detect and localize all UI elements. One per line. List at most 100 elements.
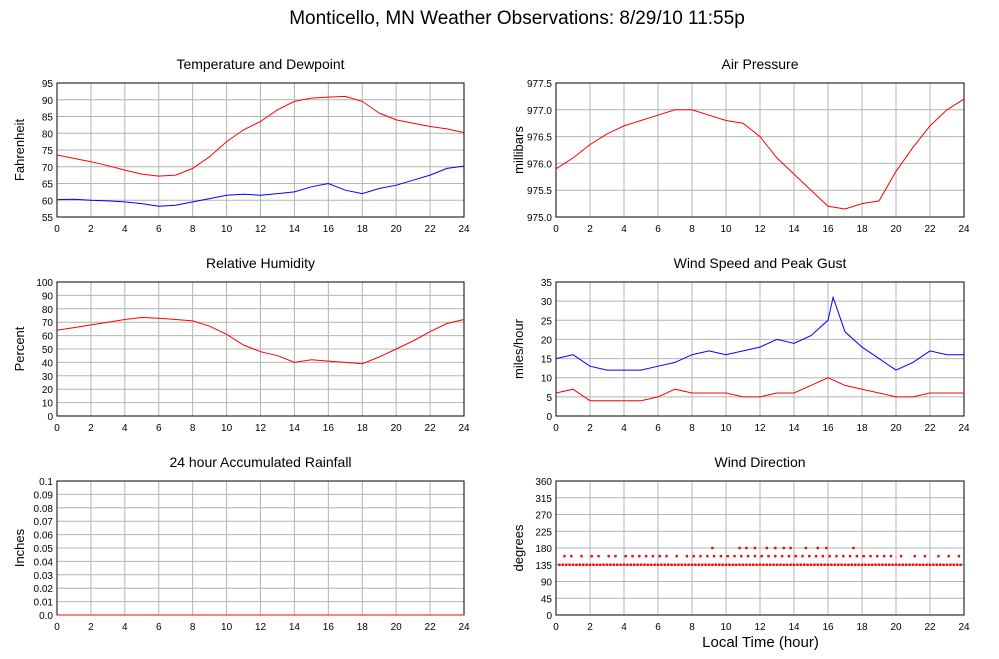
data-point: [837, 563, 840, 566]
x-tick-label: 14: [788, 423, 800, 434]
y-tick-label: 0.08: [34, 504, 54, 515]
data-point: [774, 546, 777, 550]
y-tick-label: 80: [42, 129, 54, 140]
data-point: [847, 563, 850, 566]
data-point: [935, 563, 938, 566]
data-point: [918, 563, 921, 566]
x-tick-label: 20: [391, 622, 403, 633]
data-point: [809, 563, 813, 566]
plot-frame: [56, 82, 465, 218]
x-tick-label: 8: [190, 224, 196, 235]
x-tick-label: 12: [255, 622, 267, 633]
y-tick-label: 20: [541, 335, 553, 346]
y-axis-label: degrees: [511, 524, 526, 571]
data-point: [706, 554, 709, 558]
data-point: [753, 554, 757, 558]
data-point: [605, 563, 609, 566]
data-point: [803, 563, 806, 566]
x-tick-label: 8: [689, 224, 695, 235]
data-point: [867, 563, 870, 566]
data-point: [636, 563, 639, 566]
data-point: [568, 563, 571, 566]
x-tick-label: 18: [357, 224, 369, 235]
data-point: [738, 563, 741, 566]
data-point: [850, 563, 853, 566]
data-point: [599, 563, 602, 566]
x-tick-label: 12: [255, 224, 267, 235]
series-line-0: [555, 98, 965, 210]
y-tick-label: 0: [546, 611, 552, 622]
series-line-0: [56, 316, 465, 365]
data-point: [765, 546, 768, 550]
data-point: [726, 554, 729, 558]
x-tick-label: 14: [289, 224, 301, 235]
data-point: [650, 563, 653, 566]
data-point: [957, 554, 961, 558]
data-point: [762, 563, 765, 566]
data-point: [582, 563, 585, 566]
x-tick-label: 10: [720, 423, 732, 434]
data-point: [840, 563, 843, 566]
y-tick-label: 70: [42, 163, 54, 174]
y-axis-label: Percent: [12, 326, 27, 371]
x-tick-label: 20: [391, 423, 403, 434]
x-tick-label: 0: [553, 622, 559, 633]
x-tick-label: 22: [924, 622, 936, 633]
data-point: [607, 554, 610, 558]
data-point: [626, 563, 629, 566]
data-point: [765, 563, 768, 566]
data-point: [680, 563, 683, 566]
y-tick-label: 15: [541, 355, 553, 366]
y-tick-label: 95: [42, 79, 54, 90]
data-point: [667, 563, 670, 566]
data-point: [864, 563, 867, 566]
data-point: [711, 546, 714, 550]
y-tick-label: 90: [541, 578, 553, 589]
data-point: [687, 563, 690, 566]
data-point: [774, 554, 777, 558]
data-point: [748, 563, 751, 566]
data-point: [913, 554, 916, 558]
data-point: [740, 554, 743, 558]
data-point: [724, 563, 728, 566]
y-tick-label: 0.09: [34, 490, 54, 501]
x-tick-label: 20: [890, 622, 902, 633]
plot-frame: [555, 82, 965, 218]
data-point: [721, 563, 724, 566]
data-point: [738, 546, 741, 550]
series-line-0: [56, 95, 465, 177]
data-point: [830, 563, 833, 566]
series-line-1: [56, 165, 465, 207]
y-tick-label: 90: [42, 96, 54, 107]
data-point: [899, 554, 903, 558]
y-tick-label: 10: [42, 399, 54, 410]
data-point: [575, 563, 578, 566]
data-point: [694, 563, 697, 566]
x-tick-label: 6: [156, 423, 162, 434]
x-tick-label: 20: [890, 224, 902, 235]
y-tick-label: 360: [535, 477, 552, 488]
x-tick-label: 10: [221, 622, 233, 633]
plot-frame: [555, 281, 965, 417]
data-point: [711, 563, 714, 566]
x-tick-label: 2: [587, 224, 593, 235]
data-point: [945, 563, 949, 566]
y-tick-label: 0.06: [34, 531, 54, 542]
chart-title: Wind Direction: [714, 454, 805, 470]
y-tick-label: 20: [42, 385, 54, 396]
data-point: [942, 563, 945, 566]
data-point: [692, 554, 695, 558]
data-point: [882, 554, 886, 558]
data-point: [755, 563, 758, 566]
x-tick-label: 6: [655, 423, 661, 434]
data-point: [959, 563, 962, 566]
x-tick-label: 22: [425, 224, 437, 235]
plot-frame: [555, 480, 965, 616]
data-point: [922, 563, 925, 566]
y-tick-label: 135: [535, 561, 552, 572]
x-tick-label: 8: [689, 622, 695, 633]
x-tick-label: 6: [655, 622, 661, 633]
chart-title: 24 hour Accumulated Rainfall: [169, 454, 351, 470]
